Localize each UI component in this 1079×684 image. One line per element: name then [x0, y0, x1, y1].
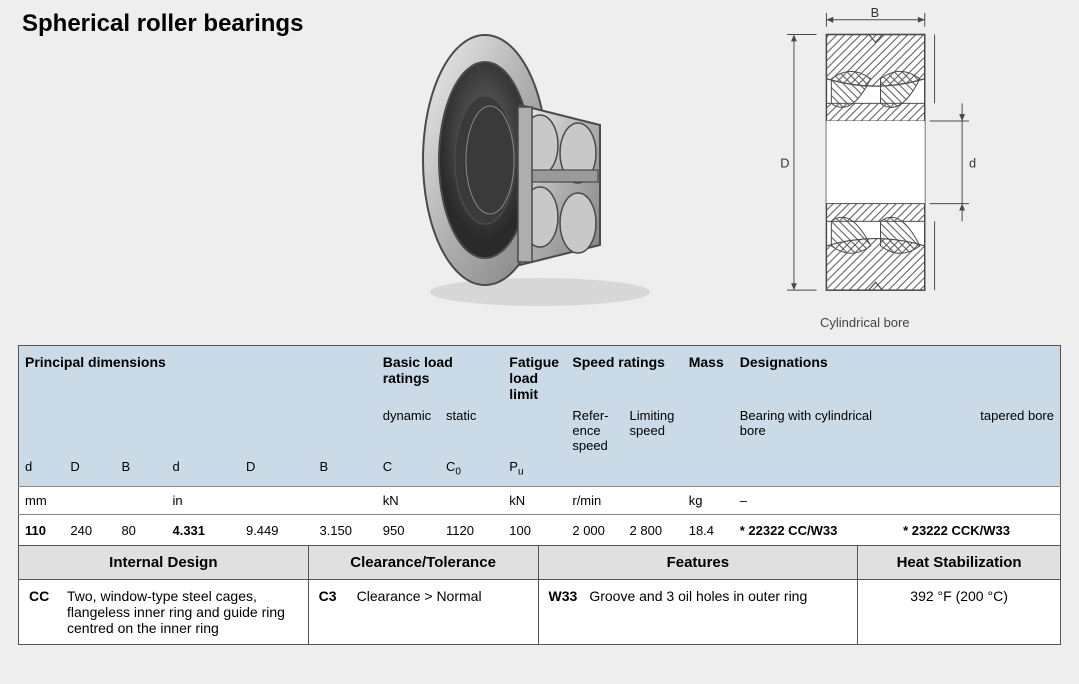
cell-clearance: C3 Clearance > Normal	[308, 580, 538, 645]
sym-D-in: D	[240, 456, 313, 486]
table-sub-row: dynamic static Refer-ence speed Limiting…	[19, 405, 1061, 456]
sym-d-in: d	[166, 456, 239, 486]
val-desig-tap: * 23222 CCK/W33	[897, 514, 1060, 546]
c3-code: C3	[319, 588, 357, 604]
header-mass: Mass	[683, 346, 734, 406]
val-B-in: 3.150	[313, 514, 376, 546]
bearing-render	[390, 20, 670, 310]
header-heat: Heat Stabilization	[858, 546, 1061, 580]
table-symbol-row: d D B d D B C C0 Pu	[19, 456, 1061, 486]
svg-text:D: D	[780, 155, 789, 170]
header-principal: Principal dimensions	[19, 346, 377, 406]
unit-kg: kg	[683, 486, 734, 514]
unit-mm: mm	[19, 486, 167, 514]
sym-B: B	[115, 456, 166, 486]
header-features: Features	[538, 546, 858, 580]
val-Pu: 100	[503, 514, 566, 546]
prop-header-row: Internal Design Clearance/Tolerance Feat…	[19, 546, 1061, 580]
unit-dash: –	[734, 486, 1061, 514]
val-B: 80	[115, 514, 166, 546]
sub-static: static	[440, 405, 503, 456]
svg-text:d: d	[969, 155, 976, 170]
val-ref-speed: 2 000	[566, 514, 623, 546]
val-mass: 18.4	[683, 514, 734, 546]
unit-rmin: r/min	[566, 486, 682, 514]
val-desig-cyl: * 22322 CC/W33	[734, 514, 897, 546]
spec-table: Principal dimensions Basic load ratings …	[18, 345, 1061, 547]
sym-C: C	[377, 456, 440, 486]
sub-tapered: tapered bore	[897, 405, 1060, 456]
val-lim-speed: 2 800	[624, 514, 683, 546]
dimension-diagram: B D d	[770, 5, 1050, 300]
val-d-in: 4.331	[166, 514, 239, 546]
sym-D: D	[64, 456, 115, 486]
cell-features: W33 Groove and 3 oil holes in outer ring	[538, 580, 858, 645]
cell-heat: 392 °F (200 °C)	[858, 580, 1061, 645]
sym-d: d	[19, 456, 65, 486]
table-header-row: Principal dimensions Basic load ratings …	[19, 346, 1061, 406]
sym-B-in: B	[313, 456, 376, 486]
page-title: Spherical roller bearings	[22, 10, 303, 38]
header-designations: Designations	[734, 346, 1061, 406]
header-basic-load: Basic load ratings	[377, 346, 504, 406]
svg-text:B: B	[871, 5, 880, 20]
header-speed: Speed ratings	[566, 346, 682, 406]
table-data-row: 110 240 80 4.331 9.449 3.150 950 1120 10…	[19, 514, 1061, 546]
val-C0: 1120	[440, 514, 503, 546]
val-D: 240	[64, 514, 115, 546]
diagram-caption: Cylindrical bore	[820, 315, 910, 330]
unit-kN2: kN	[503, 486, 566, 514]
header-fatigue: Fatigue load limit	[503, 346, 566, 406]
sub-reference: Refer-ence speed	[566, 405, 623, 456]
table-unit-row: mm in kN kN r/min kg –	[19, 486, 1061, 514]
w33-desc: Groove and 3 oil holes in outer ring	[589, 588, 847, 604]
sub-limiting: Limiting speed	[624, 405, 683, 456]
cell-internal-design: CC Two, window-type steel cages, flangel…	[19, 580, 309, 645]
header-clearance: Clearance/Tolerance	[308, 546, 538, 580]
properties-table: Internal Design Clearance/Tolerance Feat…	[18, 545, 1061, 645]
sym-Pu: Pu	[503, 456, 566, 486]
unit-in: in	[166, 486, 376, 514]
val-D-in: 9.449	[240, 514, 313, 546]
unit-kN: kN	[377, 486, 504, 514]
c3-desc: Clearance > Normal	[357, 588, 528, 604]
sym-C0: C0	[440, 456, 503, 486]
w33-code: W33	[549, 588, 590, 604]
cc-desc: Two, window-type steel cages, flangeless…	[67, 588, 298, 636]
prop-data-row: CC Two, window-type steel cages, flangel…	[19, 580, 1061, 645]
cc-code: CC	[29, 588, 67, 636]
val-d: 110	[19, 514, 65, 546]
header-internal-design: Internal Design	[19, 546, 309, 580]
sub-dynamic: dynamic	[377, 405, 440, 456]
sub-bearing-cyl: Bearing with cylindrical bore	[734, 405, 897, 456]
val-C: 950	[377, 514, 440, 546]
